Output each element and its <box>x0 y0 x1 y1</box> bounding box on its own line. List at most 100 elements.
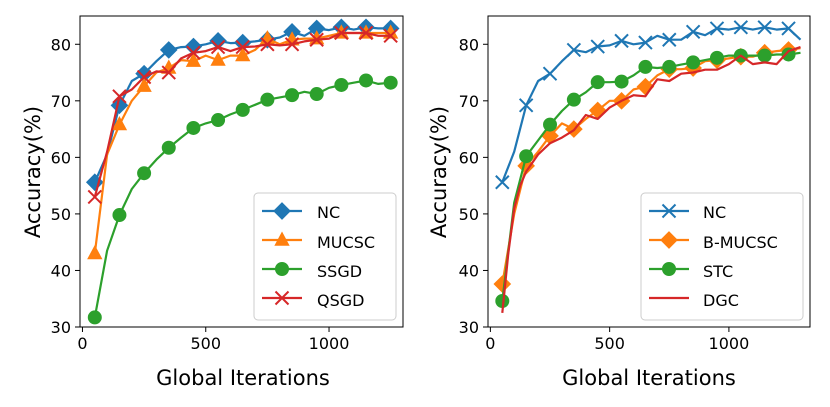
legend-frame-right <box>640 192 804 321</box>
data-point-nc <box>709 21 725 36</box>
data-point-nc <box>566 42 582 58</box>
axes-frame-left <box>79 15 404 328</box>
data-point-nc <box>614 33 629 49</box>
x-tick-label: 0 <box>77 334 87 353</box>
data-point-qsgd <box>284 37 300 52</box>
y-axis-label-left: Accuracy(%) <box>21 106 45 238</box>
data-point-nc <box>757 20 772 35</box>
legend-entry-dgc: DGC <box>649 291 739 310</box>
legend-label-stc: STC <box>703 262 733 281</box>
data-point-qsgd <box>87 189 103 205</box>
axes-frame-right <box>487 15 811 328</box>
y-tick-label: 30 <box>51 318 71 337</box>
y-tick-label: 80 <box>459 35 479 54</box>
legend-entry-ssgd: SSGD <box>262 262 362 281</box>
legend-label-nc: NC <box>317 203 340 222</box>
x-ticks-right: 0 500 1000 <box>485 327 749 353</box>
data-point-nc <box>733 20 749 35</box>
legend-entry-stc: STC <box>649 262 733 281</box>
x-tick-label: 0 <box>485 334 495 353</box>
legend-entry-nc: NC <box>649 203 726 222</box>
data-point-ssgd <box>87 310 102 325</box>
y-ticks-left: 30 40 50 60 70 80 <box>51 35 80 337</box>
legend-label-dgc: DGC <box>703 291 739 310</box>
y-axis-label-right: Accuracy(%) <box>427 106 451 238</box>
x-axis-label-right: Global Iterations <box>562 366 736 390</box>
data-point-nc <box>542 66 558 81</box>
data-point-nc <box>209 32 227 50</box>
data-point-nc <box>590 39 605 54</box>
y-tick-label: 60 <box>459 148 479 167</box>
data-point-stc <box>709 50 724 65</box>
legend-marker-ssgd <box>275 262 289 276</box>
data-point-ssgd <box>137 166 152 181</box>
data-point-stc <box>781 47 796 62</box>
y-tick-label: 50 <box>51 205 71 224</box>
series-line-dgc <box>501 46 801 314</box>
y-tick-label: 40 <box>459 261 479 280</box>
data-point-stc <box>590 75 605 90</box>
data-point-ssgd <box>211 113 226 128</box>
data-point-ssgd <box>359 73 374 88</box>
data-point-stc <box>543 117 558 132</box>
legend-marker-stc <box>662 262 676 276</box>
data-point-qsgd <box>161 65 176 80</box>
data-point-mucsc <box>87 244 103 260</box>
data-point-qsgd <box>186 45 201 60</box>
data-point-stc <box>757 48 772 63</box>
data-point-nc <box>638 35 653 50</box>
plot-area-right <box>493 20 802 314</box>
data-point-ssgd <box>334 77 349 92</box>
y-tick-label: 60 <box>51 148 71 167</box>
data-point-nc <box>781 21 796 36</box>
data-point-qsgd <box>383 28 398 43</box>
data-point-stc <box>566 92 581 107</box>
legend-marker-qsgd <box>274 290 290 306</box>
data-point-stc <box>614 74 629 89</box>
data-point-stc <box>519 149 534 164</box>
legend-marker-b-mucsc <box>660 231 678 249</box>
legend-frame-left <box>253 192 397 321</box>
x-tick-label: 1000 <box>309 334 350 353</box>
x-tick-label: 500 <box>594 334 625 353</box>
data-point-nc <box>518 98 534 113</box>
x-ticks-left: 0 500 1000 <box>77 327 349 353</box>
y-tick-label: 70 <box>459 92 479 111</box>
data-point-ssgd <box>186 120 201 135</box>
plot-area-left <box>85 18 400 325</box>
data-point-stc <box>638 59 653 74</box>
data-point-mucsc <box>210 51 226 66</box>
y-ticks-right: 30 40 50 60 70 80 <box>459 35 488 337</box>
data-point-ssgd <box>235 102 250 117</box>
legend-entry-mucsc: MUCSC <box>262 231 375 252</box>
x-tick-label: 1000 <box>709 334 750 353</box>
data-point-nc <box>159 41 178 59</box>
legend-label-nc: NC <box>703 203 726 222</box>
y-tick-label: 50 <box>459 205 479 224</box>
data-point-qsgd <box>334 25 349 41</box>
data-point-mucsc <box>111 116 128 131</box>
data-point-ssgd <box>112 208 127 223</box>
x-tick-label: 500 <box>190 334 221 353</box>
data-point-qsgd <box>136 69 152 85</box>
data-point-qsgd <box>112 89 127 104</box>
data-point-ssgd <box>260 92 275 107</box>
legend-right: NC B-MUCSC STC DGC <box>640 192 804 321</box>
legend-marker-mucsc <box>274 231 290 246</box>
data-point-stc <box>662 59 677 74</box>
legend-marker-nc <box>273 202 291 220</box>
legend-label-qsgd: QSGD <box>317 291 364 310</box>
data-point-b-mucsc <box>493 275 512 293</box>
legend-left: NC MUCSC SSGD QSGD <box>253 192 397 321</box>
legend-entry-qsgd: QSGD <box>262 290 364 310</box>
y-tick-label: 40 <box>51 261 71 280</box>
x-axis-label-left: Global Iterations <box>156 366 330 390</box>
data-point-qsgd <box>235 39 250 55</box>
data-point-qsgd <box>358 25 374 41</box>
legend-label-mucsc: MUCSC <box>317 233 375 252</box>
data-point-qsgd <box>260 37 275 52</box>
data-point-qsgd <box>309 32 324 47</box>
